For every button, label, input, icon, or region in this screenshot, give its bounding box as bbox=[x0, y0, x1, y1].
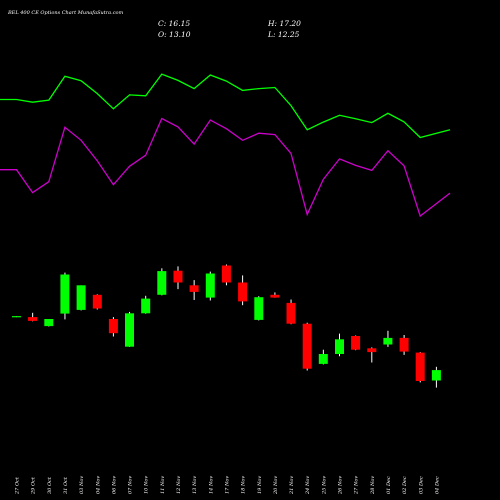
x-tick-label: 25 Nov bbox=[321, 476, 327, 495]
candle bbox=[44, 319, 54, 327]
candle-body bbox=[60, 274, 70, 314]
x-tick-label: 19 Nov bbox=[257, 476, 263, 494]
candle-body bbox=[92, 294, 102, 309]
x-tick-label: 28 Nov bbox=[370, 476, 376, 495]
candle-body bbox=[351, 336, 361, 350]
x-tick-label: 12 Nov bbox=[176, 476, 182, 494]
candle bbox=[367, 347, 377, 363]
close-readout: C: 16.15 bbox=[158, 19, 191, 28]
candle-body bbox=[157, 271, 167, 295]
x-tick-label: 01 Dec bbox=[386, 476, 392, 494]
candle bbox=[173, 266, 183, 290]
overlay-lines bbox=[0, 73, 451, 218]
candle-body bbox=[270, 294, 280, 298]
candle bbox=[125, 311, 134, 347]
candle bbox=[108, 317, 118, 337]
x-tick-label: 13 Nov bbox=[192, 476, 198, 494]
candle bbox=[351, 335, 361, 351]
x-tick-label: 10 Nov bbox=[144, 476, 150, 494]
candle bbox=[238, 275, 248, 306]
candle-body bbox=[76, 285, 86, 310]
candle bbox=[189, 280, 199, 300]
candle-body bbox=[335, 339, 344, 354]
candle bbox=[270, 292, 280, 298]
candles bbox=[12, 264, 441, 388]
candle bbox=[335, 333, 344, 357]
x-tick-label: 03 Dec bbox=[418, 476, 424, 494]
candle bbox=[254, 296, 264, 321]
candle bbox=[302, 322, 312, 371]
overlay-line-1 bbox=[0, 73, 451, 139]
candle bbox=[92, 294, 102, 310]
open-readout: O: 13.10 bbox=[158, 30, 191, 39]
x-tick-label: 07 Nov bbox=[128, 476, 134, 494]
candle-body bbox=[399, 337, 409, 352]
x-tick-label: 24 Nov bbox=[305, 476, 311, 495]
x-tick-label: 14 Nov bbox=[208, 476, 214, 494]
candle bbox=[157, 268, 167, 296]
candle-body bbox=[173, 270, 183, 283]
candle-body bbox=[189, 285, 199, 292]
candle bbox=[12, 316, 21, 318]
low-readout: L: 12.25 bbox=[268, 30, 300, 39]
candle-body bbox=[431, 370, 441, 381]
candle-body bbox=[383, 337, 393, 345]
candle-body bbox=[28, 317, 38, 321]
x-tick-label: 06 Nov bbox=[111, 476, 117, 494]
x-tick-label: 30 Oct bbox=[47, 476, 53, 494]
x-tick-label: 29 Oct bbox=[31, 476, 37, 495]
x-tick-label: 18 Nov bbox=[241, 476, 247, 494]
x-axis-ticks: 27 Oct 29 Oct 30 Oct 31 Oct 03 Nov 04 Nov 06 N… bbox=[15, 476, 441, 495]
x-tick-label: 31 Oct bbox=[63, 476, 69, 494]
x-tick-label: 04 Dec bbox=[434, 476, 440, 494]
candle-body bbox=[221, 265, 231, 283]
candle bbox=[286, 299, 296, 325]
candle-body bbox=[415, 352, 425, 381]
x-tick-label: 27 Oct bbox=[15, 476, 21, 495]
candle bbox=[431, 366, 441, 388]
candle bbox=[60, 272, 70, 320]
candle-body bbox=[318, 354, 328, 364]
candle-body bbox=[108, 319, 118, 334]
candle-body bbox=[367, 348, 377, 353]
candle-body bbox=[44, 319, 54, 327]
candle-body bbox=[12, 316, 21, 318]
x-tick-label: 27 Nov bbox=[354, 476, 360, 495]
high-readout: H: 17.20 bbox=[268, 19, 301, 28]
x-tick-label: 17 Nov bbox=[224, 476, 230, 494]
candle-body bbox=[254, 297, 264, 320]
x-tick-label: 04 Nov bbox=[95, 476, 101, 494]
x-tick-label: 11 Nov bbox=[160, 476, 166, 494]
x-tick-label: 02 Dec bbox=[402, 476, 408, 494]
candle bbox=[383, 330, 393, 347]
overlay-line-2 bbox=[0, 117, 451, 218]
candle bbox=[318, 349, 328, 365]
candle-body bbox=[125, 313, 134, 347]
candle bbox=[399, 335, 409, 355]
candle bbox=[141, 295, 151, 314]
candle bbox=[205, 271, 215, 301]
x-tick-label: 20 Nov bbox=[273, 476, 279, 495]
candle-body bbox=[141, 298, 151, 314]
x-tick-label: 21 Nov bbox=[289, 476, 295, 495]
candle bbox=[76, 285, 86, 311]
candle-body bbox=[205, 273, 215, 298]
candle bbox=[415, 352, 425, 383]
chart-title: BEL 400 CE Options Chart MunafaSutra.com bbox=[8, 10, 124, 16]
candle bbox=[28, 312, 38, 322]
candle-body bbox=[286, 302, 296, 324]
x-tick-label: 03 Nov bbox=[79, 476, 85, 494]
candle-body bbox=[238, 282, 248, 302]
x-tick-label: 26 Nov bbox=[338, 476, 344, 495]
candle-body bbox=[302, 323, 312, 369]
candle bbox=[221, 264, 231, 286]
